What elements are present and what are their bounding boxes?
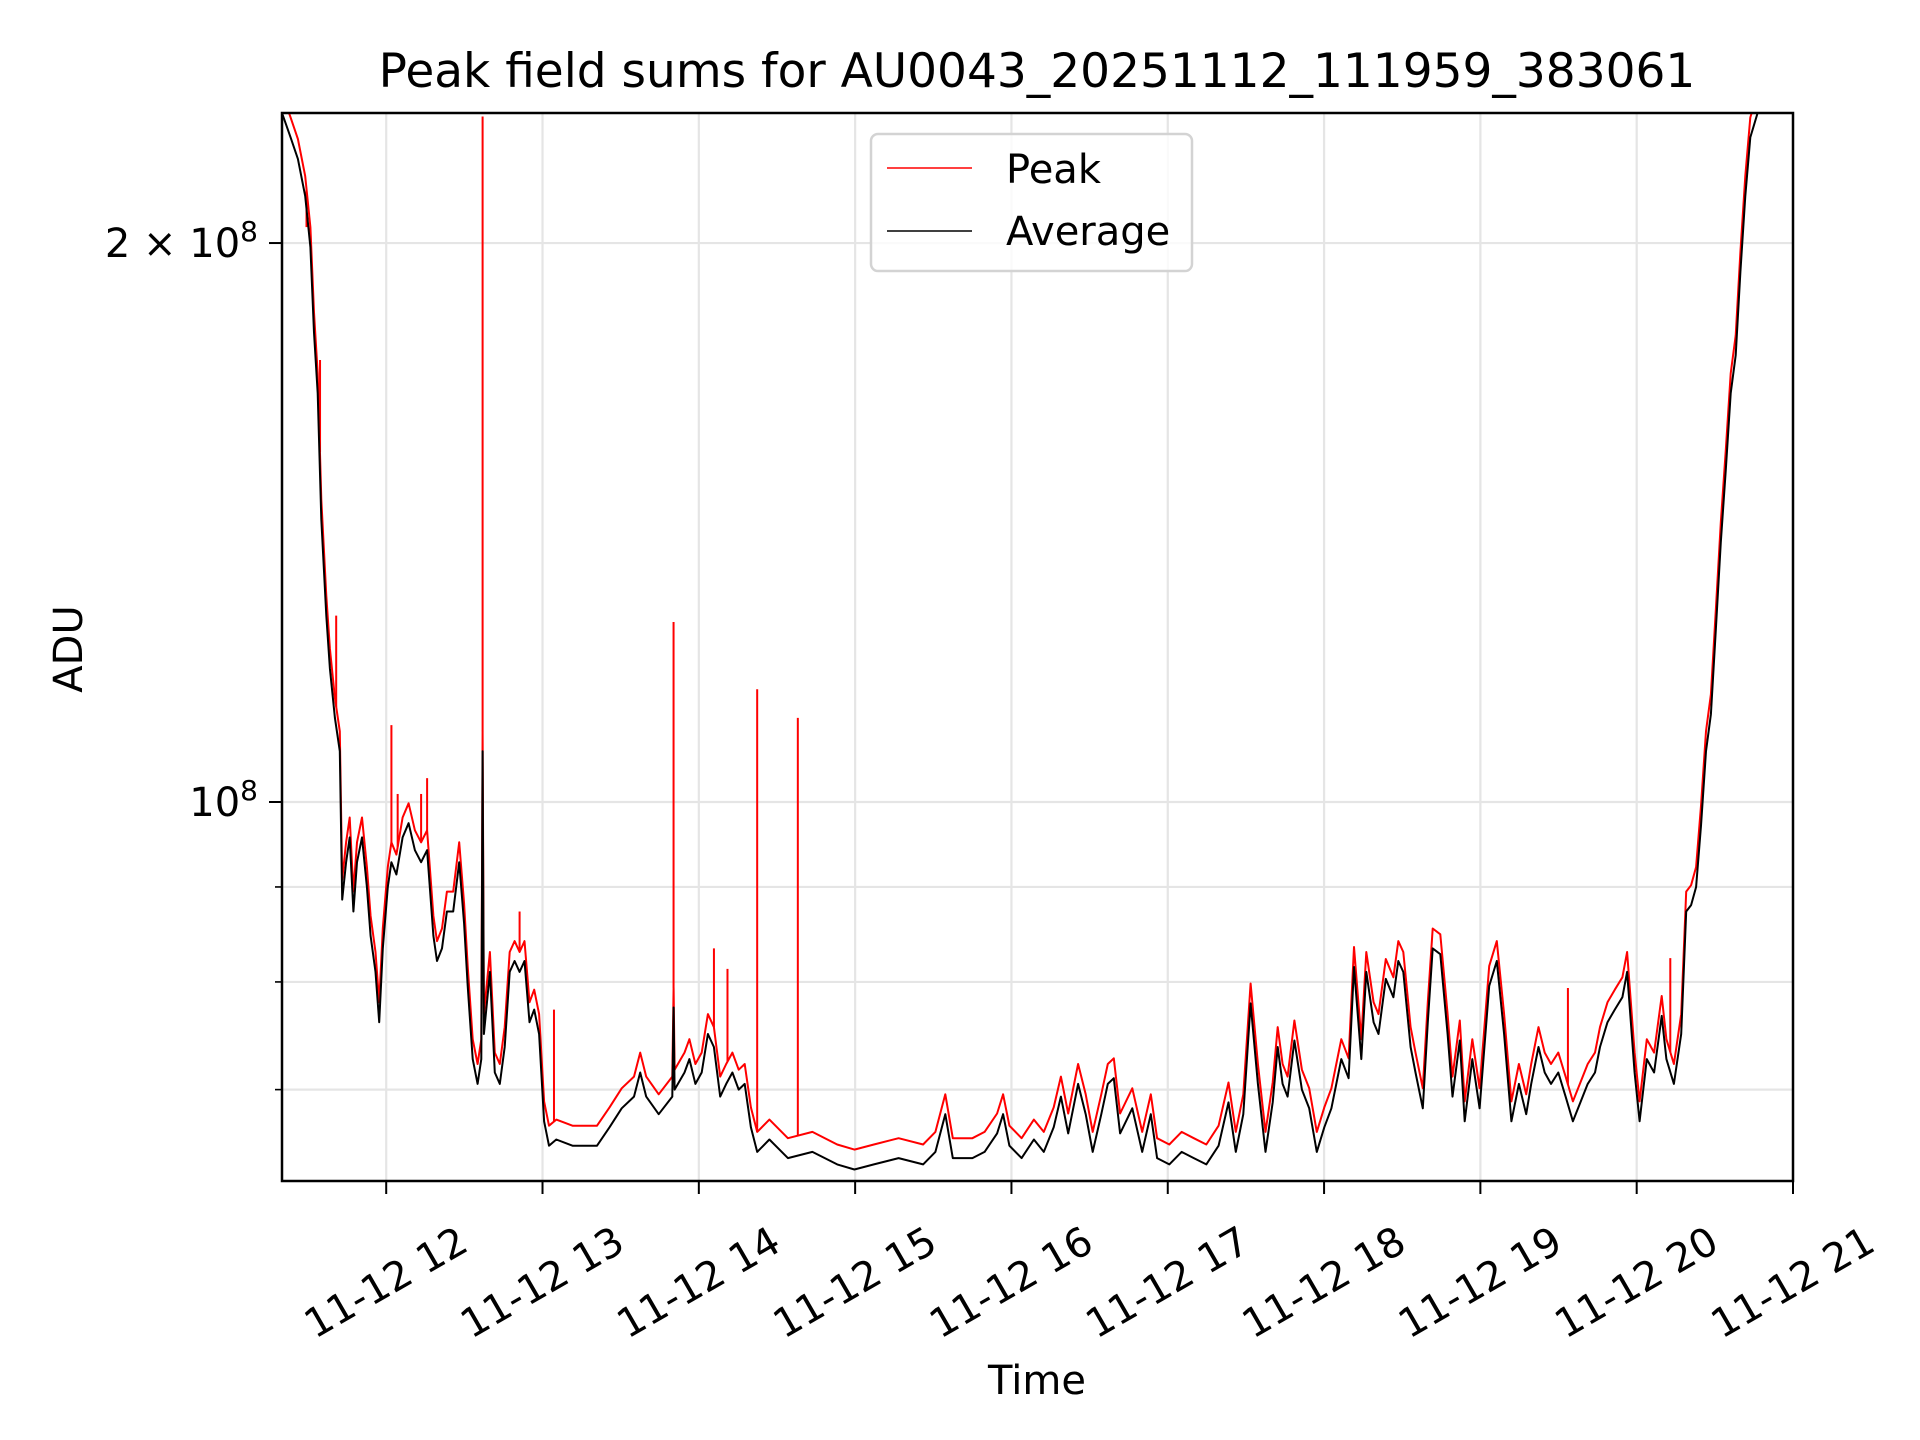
chart-title: Peak field sums for AU0043_20251112_1119… bbox=[379, 44, 1696, 99]
peak-series-line bbox=[287, 113, 1753, 1151]
axes-frame bbox=[280, 111, 1795, 1183]
y-tick-label-base: 10 bbox=[189, 780, 240, 826]
y-tick-label-exponent: 8 bbox=[240, 215, 258, 248]
legend-label-average: Average bbox=[1006, 209, 1170, 255]
y-tick-label-exponent: 8 bbox=[240, 774, 258, 807]
y-tick-label: 2 × 108 bbox=[105, 215, 258, 267]
plot-area bbox=[282, 113, 1760, 1171]
x-axis-label: Time bbox=[987, 1358, 1086, 1404]
average-series-line bbox=[282, 113, 1760, 1171]
y-tick-label-base: 2 × 10 bbox=[105, 221, 240, 267]
y-tick-label: 108 bbox=[189, 774, 258, 826]
legend-label-peak: Peak bbox=[1006, 147, 1102, 193]
y-axis-label: ADU bbox=[46, 605, 92, 692]
legend: Peak Average bbox=[869, 132, 1194, 273]
